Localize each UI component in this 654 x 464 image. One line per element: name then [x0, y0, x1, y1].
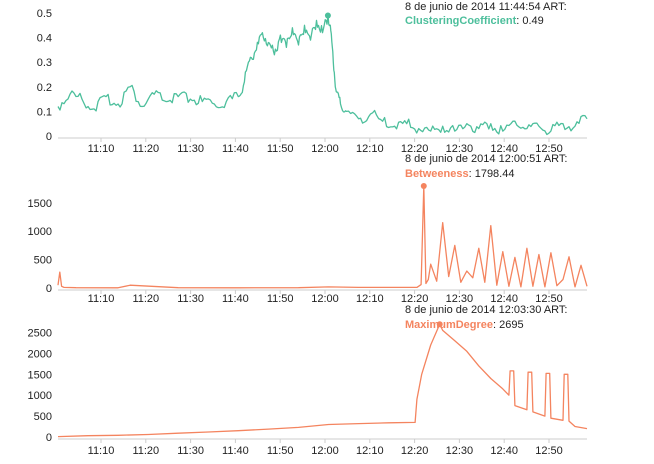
panel-2-x-tick-label: 12:40: [490, 293, 518, 305]
panel-2-x-tick-label: 12:50: [535, 293, 563, 305]
panel-3-x-tick-label: 12:10: [356, 445, 384, 457]
panel-2-info-timestamp: 8 de junio de 2014 12:00:51 ART:: [405, 153, 568, 165]
panel-3-x-tick-label: 11:30: [177, 445, 204, 457]
panel-1-x-tick-label: 11:50: [267, 143, 294, 155]
panel-2-x-tick-label: 12:30: [446, 293, 474, 305]
panel-2-series-line: [57, 185, 588, 289]
panel-2-info-value: : 1798.44: [469, 168, 515, 180]
panel-1-x-tick-label: 11:20: [132, 143, 159, 155]
panel-1-x-tick-label: 12:40: [490, 143, 518, 155]
panel-1-x-tick-label: 11:40: [222, 143, 249, 155]
panel-1-x-tick-label: 11:30: [177, 143, 204, 155]
panel-2-x-tick-label: 12:20: [401, 293, 429, 305]
panel-2-x-tick-label: 11:30: [177, 293, 204, 305]
panel-1-x-tick-label: 12:30: [446, 143, 474, 155]
panel-2-hover-marker: [420, 182, 427, 189]
panel-3-y-tick-label: 2000: [28, 348, 52, 360]
panel-3-y-tick-label: 1000: [28, 390, 52, 402]
panel-3-y-tick-label: 500: [34, 411, 52, 423]
panel-1-info-metric: ClusteringCoefficient: [405, 15, 517, 27]
panel-1-y-tick-label: 0.1: [37, 106, 52, 118]
panel-3-y-tick-label: 2500: [28, 327, 52, 339]
panel-3-x-tick-label: 11:20: [132, 445, 159, 457]
panel-1-y-tick-label: 0.3: [37, 57, 52, 69]
panel-1-x-tick-label: 12:10: [356, 143, 384, 155]
panel-2-y-tick-label: 1000: [28, 226, 52, 238]
panel-2-x-tick-label: 11:40: [222, 293, 249, 305]
panel-1-y-tick-label: 0.2: [37, 82, 52, 94]
panel-2-x-tick-label: 12:00: [311, 293, 339, 305]
panel-3-x-tick-label: 12:40: [490, 445, 518, 457]
panel-2-x-tick-label: 11:20: [132, 293, 159, 305]
panel-1-hover-marker: [324, 12, 331, 19]
panel-3-y-tick-label: 1500: [28, 369, 52, 381]
panel-3-x-tick-label: 11:50: [267, 445, 294, 457]
panel-3-x-tick-label: 11:10: [88, 445, 115, 457]
panel-3-info-timestamp: 8 de junio de 2014 12:03:30 ART:: [405, 304, 568, 316]
panel-3-x-tick-label: 11:40: [222, 445, 249, 457]
panel-3-series-line: [57, 323, 588, 438]
panel-3-hover-marker: [436, 321, 443, 328]
panel-1-x-tick-label: 11:10: [88, 143, 115, 155]
panel-1-x-tick-label: 12:20: [401, 143, 429, 155]
panel-1-y-tick-label: 0.4: [37, 33, 52, 45]
panel-2-y-tick-label: 0: [46, 283, 52, 295]
panel-1-info-timestamp: 8 de junio de 2014 11:44:54 ART:: [405, 1, 567, 13]
panel-3-info-metric: MaximumDegree: [405, 319, 493, 331]
panel-2-y-tick-label: 1500: [28, 198, 52, 210]
panel-2-x-tick-label: 11:10: [88, 293, 115, 305]
panel-2-x-tick-label: 11:50: [267, 293, 294, 305]
panel-2-info-metric: Betweeness: [405, 168, 469, 180]
panel-1-info-value: : 0.49: [516, 15, 544, 27]
panel-3-x-tick-label: 12:20: [401, 445, 429, 457]
panel-3-x-tick-label: 12:00: [311, 445, 339, 457]
panel-2-x-tick-label: 12:10: [356, 293, 384, 305]
panel-3-x-tick-label: 12:30: [446, 445, 474, 457]
panel-1-y-tick-label: 0.5: [37, 8, 52, 20]
panel-3-x-tick-label: 12:50: [535, 445, 563, 457]
panel-3-info-value: : 2695: [493, 319, 524, 331]
panel-1-x-tick-label: 12:00: [311, 143, 339, 155]
panel-1-series-line: [57, 14, 588, 136]
panel-1-y-tick-label: 0: [46, 131, 52, 143]
panel-3-y-tick-label: 0: [46, 432, 52, 444]
panel-1-x-tick-label: 12:50: [535, 143, 563, 155]
panel-2-y-tick-label: 500: [34, 255, 52, 267]
